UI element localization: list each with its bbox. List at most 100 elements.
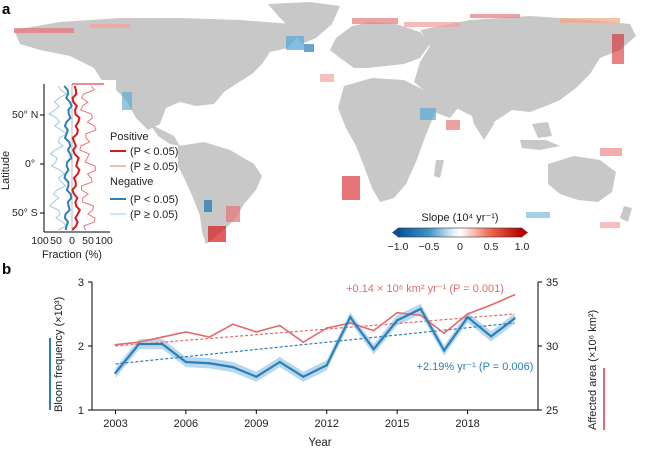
x-tick-label-2018: 2018 bbox=[455, 418, 479, 430]
time-series-chart: 2003 2006 2009 2012 2015 2018 1 2 3 25 30 35 +0.14 … bbox=[49, 277, 605, 449]
frequency-point-2004 bbox=[137, 342, 141, 346]
frequency-point-2009 bbox=[255, 375, 258, 378]
inset-xlabel: Fraction (%) bbox=[42, 249, 102, 261]
uk bbox=[334, 36, 344, 50]
frequency-point-2019 bbox=[489, 335, 493, 338]
south-america bbox=[178, 142, 262, 244]
frequency-point-2016 bbox=[419, 307, 422, 311]
y2-tick-label-35: 35 bbox=[546, 277, 558, 289]
x-axis-label: Year bbox=[308, 437, 331, 449]
africa bbox=[338, 78, 438, 202]
legend-negative-title: Negative bbox=[110, 176, 153, 188]
japan bbox=[566, 70, 576, 84]
asia bbox=[414, 16, 636, 126]
x-tick-label-2012: 2012 bbox=[314, 418, 338, 430]
inset-ytick-label-1: 50° N bbox=[12, 109, 38, 121]
x-tick-label-2003: 2003 bbox=[103, 418, 127, 430]
indonesia bbox=[520, 140, 560, 150]
colorbar-tick-5: 1.0 bbox=[515, 241, 530, 253]
frequency-point-2017 bbox=[442, 349, 446, 352]
legend-positive-nonsig: (P ≥ 0.05) bbox=[130, 161, 178, 173]
x-tick-label-2009: 2009 bbox=[244, 418, 268, 430]
colorbar-tick-1: −1.0 bbox=[388, 241, 409, 253]
frequency-point-2015 bbox=[395, 319, 399, 322]
frequency-point-2005 bbox=[161, 342, 164, 346]
frequency-point-2013 bbox=[349, 316, 352, 319]
australia bbox=[548, 156, 616, 202]
area-point-2014 bbox=[372, 329, 375, 332]
inset-xtick-label-5: 100 bbox=[95, 235, 113, 247]
inset-ylabel: Latitude bbox=[0, 151, 12, 190]
area-point-2016 bbox=[419, 314, 422, 317]
legend: Positive (P < 0.05) (P ≥ 0.05) Negative … bbox=[110, 131, 178, 221]
legend-negative-sig: (P < 0.05) bbox=[130, 194, 178, 206]
inset-background bbox=[14, 80, 116, 252]
area-point-2018 bbox=[466, 313, 469, 315]
area-point-2008 bbox=[231, 323, 234, 326]
inset-xtick-label-2: 50 bbox=[50, 235, 62, 247]
area-point-2006 bbox=[184, 331, 187, 333]
area-point-2012 bbox=[325, 327, 328, 329]
panel-a-letter: a bbox=[2, 1, 11, 18]
frequency-point-2011 bbox=[302, 375, 305, 378]
inset-positive-sig bbox=[71, 85, 81, 231]
colorbar-tick-4: 0.5 bbox=[484, 241, 499, 253]
area-point-2015 bbox=[396, 311, 399, 314]
central-america bbox=[150, 124, 180, 146]
y-tick-label-3: 3 bbox=[78, 277, 84, 289]
trend-hotspots bbox=[14, 14, 624, 242]
panel-b-letter: b bbox=[2, 261, 11, 278]
colorbar-gradient bbox=[397, 227, 523, 238]
y2-tick-label-30: 30 bbox=[546, 341, 558, 353]
area-point-2010 bbox=[278, 324, 281, 327]
colorbar-max-arrow bbox=[522, 228, 528, 237]
frequency-point-2020 bbox=[513, 317, 516, 320]
inset-positive-nonsig bbox=[79, 85, 97, 231]
colorbar-tick-2: −0.5 bbox=[419, 241, 440, 253]
new-zealand bbox=[620, 206, 632, 222]
x-tick-label-2015: 2015 bbox=[385, 418, 409, 430]
inset-xtick-label-1: 100 bbox=[31, 235, 49, 247]
area-annotation: +0.14 × 10⁶ km² yr⁻¹ (P = 0.001) bbox=[346, 283, 504, 295]
area-point-2004 bbox=[138, 341, 140, 344]
area-point-2009 bbox=[255, 331, 258, 333]
frequency-point-2008 bbox=[231, 365, 235, 369]
y2-tick-label-25: 25 bbox=[546, 405, 558, 417]
area-point-2019 bbox=[490, 304, 492, 306]
madagascar bbox=[434, 160, 444, 178]
frequency-point-2003 bbox=[114, 371, 117, 375]
right-ylabel: Affected area (×10⁶ km²) bbox=[587, 310, 599, 430]
legend-negative-nonsig: (P ≥ 0.05) bbox=[130, 209, 178, 221]
frequency-point-2018 bbox=[466, 316, 469, 319]
colorbar: Slope (10⁴ yr⁻¹) −1.0 −0.5 0 0.5 1.0 bbox=[388, 212, 530, 253]
y-tick-label-1: 1 bbox=[78, 405, 84, 417]
inset-ytick-label-3: 50° S bbox=[12, 207, 38, 219]
area-point-2017 bbox=[443, 332, 446, 335]
frequency-point-2014 bbox=[372, 348, 375, 351]
frequency-confidence-band bbox=[115, 303, 515, 382]
area-series-line bbox=[115, 294, 515, 346]
colorbar-title: Slope (10⁴ yr⁻¹) bbox=[421, 212, 498, 224]
borneo bbox=[532, 122, 552, 138]
frequency-point-2010 bbox=[278, 360, 281, 364]
india bbox=[470, 108, 494, 140]
inset-negative-sig bbox=[63, 85, 73, 231]
x-tick-label-2006: 2006 bbox=[174, 418, 198, 430]
inset-xtick-label-4: 50 bbox=[82, 235, 94, 247]
left-ylabel: Bloom frequency (×10³) bbox=[53, 297, 65, 412]
inset-xtick-label-3: 0 bbox=[69, 235, 75, 247]
colorbar-min-arrow bbox=[392, 228, 398, 237]
legend-positive-sig: (P < 0.05) bbox=[130, 146, 178, 158]
frequency-annotation: +2.19% yr⁻¹ (P = 0.006) bbox=[417, 361, 534, 373]
frequency-point-2012 bbox=[325, 364, 328, 367]
area-point-2007 bbox=[208, 336, 211, 338]
frequency-point-2006 bbox=[184, 360, 188, 364]
europe bbox=[330, 22, 430, 68]
greenland bbox=[268, 2, 340, 44]
area-point-2020 bbox=[513, 293, 516, 296]
frequency-series-line bbox=[114, 307, 516, 378]
area-point-2013 bbox=[349, 322, 352, 324]
inset-negative-nonsig bbox=[48, 85, 68, 231]
north-america bbox=[14, 18, 300, 130]
